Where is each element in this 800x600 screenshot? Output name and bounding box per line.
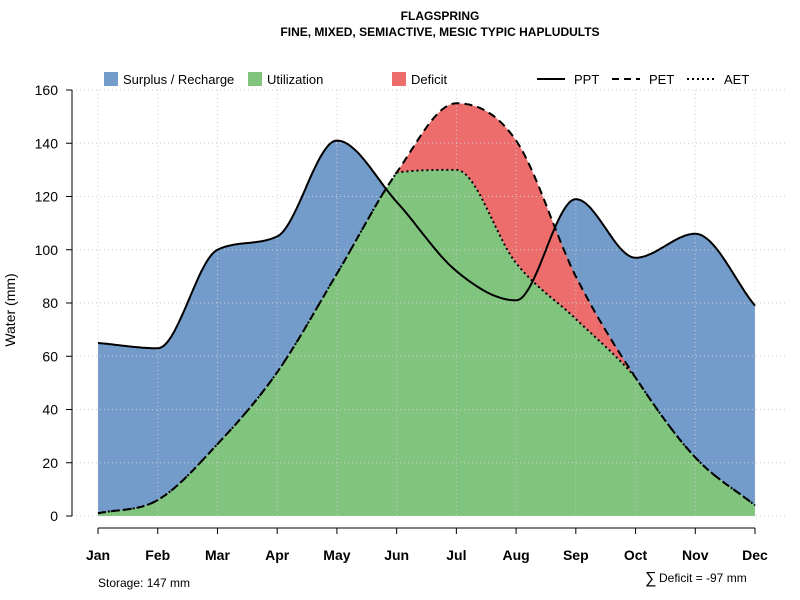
legend-label-ppt: PPT bbox=[574, 72, 599, 87]
x-tick-label-sep: Sep bbox=[563, 547, 589, 563]
deficit-annotation: Deficit = -97 mm bbox=[659, 571, 747, 585]
y-tick-label-40: 40 bbox=[42, 402, 58, 418]
legend-label-aet: AET bbox=[724, 72, 749, 87]
series-line-pet bbox=[97, 102, 756, 515]
y-tick-label-160: 160 bbox=[35, 82, 59, 98]
legend-label-deficit: Deficit bbox=[411, 72, 448, 87]
sum-icon: ∑ bbox=[645, 570, 656, 587]
legend-swatch-deficit bbox=[392, 72, 406, 86]
grid-lines bbox=[68, 89, 785, 517]
y-tick-label-0: 0 bbox=[50, 508, 58, 524]
y-tick-label-60: 60 bbox=[42, 348, 58, 364]
utilization-area bbox=[98, 169, 755, 516]
x-tick-label-apr: Apr bbox=[265, 547, 290, 563]
legend-swatch-surplus bbox=[104, 72, 118, 86]
y-tick-label-20: 20 bbox=[42, 455, 58, 471]
x-tick-label-nov: Nov bbox=[682, 547, 709, 563]
y-axis-label: Water (mm) bbox=[2, 273, 18, 346]
chart-subtitle: FINE, MIXED, SEMIACTIVE, MESIC TYPIC HAP… bbox=[280, 25, 599, 39]
x-tick-label-jun: Jun bbox=[384, 547, 409, 563]
y-tick-label-120: 120 bbox=[35, 189, 59, 205]
legend-label-utilization: Utilization bbox=[267, 72, 323, 87]
y-tick-label-140: 140 bbox=[35, 135, 59, 151]
x-tick-label-may: May bbox=[323, 547, 350, 563]
x-tick-label-dec: Dec bbox=[742, 547, 768, 563]
chart-title: FLAGSPRING bbox=[401, 9, 480, 23]
legend-swatch-utilization bbox=[248, 72, 262, 86]
area-fills bbox=[98, 103, 755, 516]
series-lines bbox=[97, 102, 756, 515]
legend-label-surplus: Surplus / Recharge bbox=[123, 72, 234, 87]
x-tick-label-mar: Mar bbox=[205, 547, 230, 563]
storage-annotation: Storage: 147 mm bbox=[98, 576, 190, 590]
x-tick-label-feb: Feb bbox=[145, 547, 170, 563]
y-tick-label-100: 100 bbox=[35, 242, 59, 258]
x-tick-label-jul: Jul bbox=[446, 547, 466, 563]
y-tick-label-80: 80 bbox=[42, 295, 58, 311]
x-tick-label-oct: Oct bbox=[624, 547, 648, 563]
series-line-aet bbox=[97, 168, 756, 515]
legend-label-pet: PET bbox=[649, 72, 674, 87]
series-line-ppt bbox=[97, 139, 756, 350]
x-tick-label-jan: Jan bbox=[86, 547, 110, 563]
x-tick-label-aug: Aug bbox=[502, 547, 529, 563]
axes: 0 20 40 60 80 100 120 140 160 Jan Feb Mar Apr May Jun J… bbox=[35, 82, 768, 563]
legend: Surplus / Recharge Utilization Deficit P… bbox=[104, 72, 749, 87]
